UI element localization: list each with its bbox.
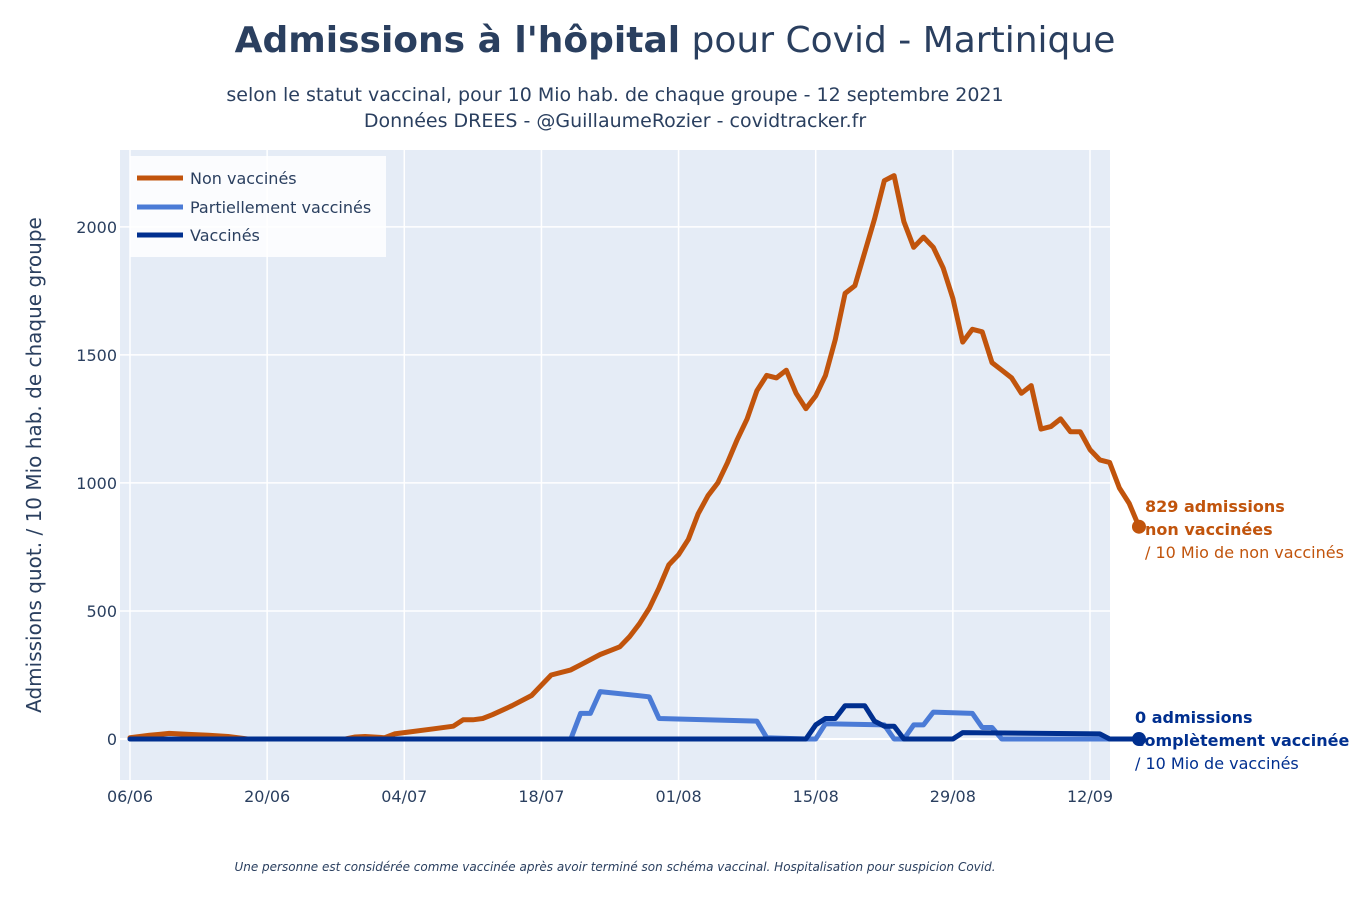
annotation-vax-line1: 0 admissions <box>1135 708 1253 727</box>
y-tick-label: 500 <box>86 602 117 621</box>
legend-label-unvaccinated: Non vaccinés <box>190 169 297 188</box>
annotation-vax-line3: / 10 Mio de vaccinés <box>1135 754 1299 773</box>
x-tick-label: 29/08 <box>930 787 976 806</box>
series-line-vaccinated <box>127 703 1142 742</box>
chart-subtitle-2: Données DREES - @GuillaumeRozier - covid… <box>364 110 866 132</box>
y-axis: 0 500 1000 1500 2000 <box>76 218 117 749</box>
legend-label-vaccinated: Vaccinés <box>190 226 260 245</box>
x-tick-label: 04/07 <box>381 787 427 806</box>
chart-title-rest: pour Covid - Martinique <box>680 20 1115 61</box>
x-tick-label: 20/06 <box>244 787 290 806</box>
y-tick-label: 1500 <box>76 346 117 365</box>
y-axis-label: Admissions quot. / 10 Mio hab. de chaque… <box>22 217 46 713</box>
chart-title-bold: Admissions à l'hôpital <box>235 20 681 61</box>
footnote: Une personne est considérée comme vaccin… <box>234 860 995 874</box>
annotation-unvax-line1: 829 admissions <box>1145 497 1285 516</box>
end-marker-vaccinated <box>1131 732 1146 747</box>
series-line-partial <box>127 689 1142 742</box>
annotation-unvax-line3: / 10 Mio de non vaccinés <box>1145 543 1344 562</box>
legend: Non vaccinés Partiellement vaccinés Vacc… <box>130 156 386 257</box>
annotation-vax-line2: complètement vaccinées <box>1135 731 1350 750</box>
x-tick-label: 12/09 <box>1067 787 1113 806</box>
x-axis: 06/06 20/06 04/07 18/07 01/08 15/08 29/08 12/09 <box>107 787 1113 806</box>
x-tick-label: 01/08 <box>656 787 702 806</box>
x-tick-label: 06/06 <box>107 787 153 806</box>
y-tick-label: 2000 <box>76 218 117 237</box>
end-marker-unvaccinated <box>1131 519 1146 534</box>
annotation-unvaccinated: 829 admissions non vaccinées / 10 Mio de… <box>1145 497 1344 562</box>
y-tick-label: 0 <box>107 730 117 749</box>
series-layer <box>127 173 1146 747</box>
y-tick-label: 1000 <box>76 474 117 493</box>
chart-subtitle-1: selon le statut vaccinal, pour 10 Mio ha… <box>226 84 1003 106</box>
x-tick-label: 15/08 <box>793 787 839 806</box>
annotation-vaccinated: 0 admissions complètement vaccinées / 10… <box>1135 708 1350 773</box>
annotation-unvax-line2: non vaccinées <box>1145 520 1273 539</box>
legend-label-partial: Partiellement vaccinés <box>190 198 371 217</box>
x-tick-label: 18/07 <box>518 787 564 806</box>
chart-title: Admissions à l'hôpital pour Covid - Mart… <box>235 20 1116 61</box>
